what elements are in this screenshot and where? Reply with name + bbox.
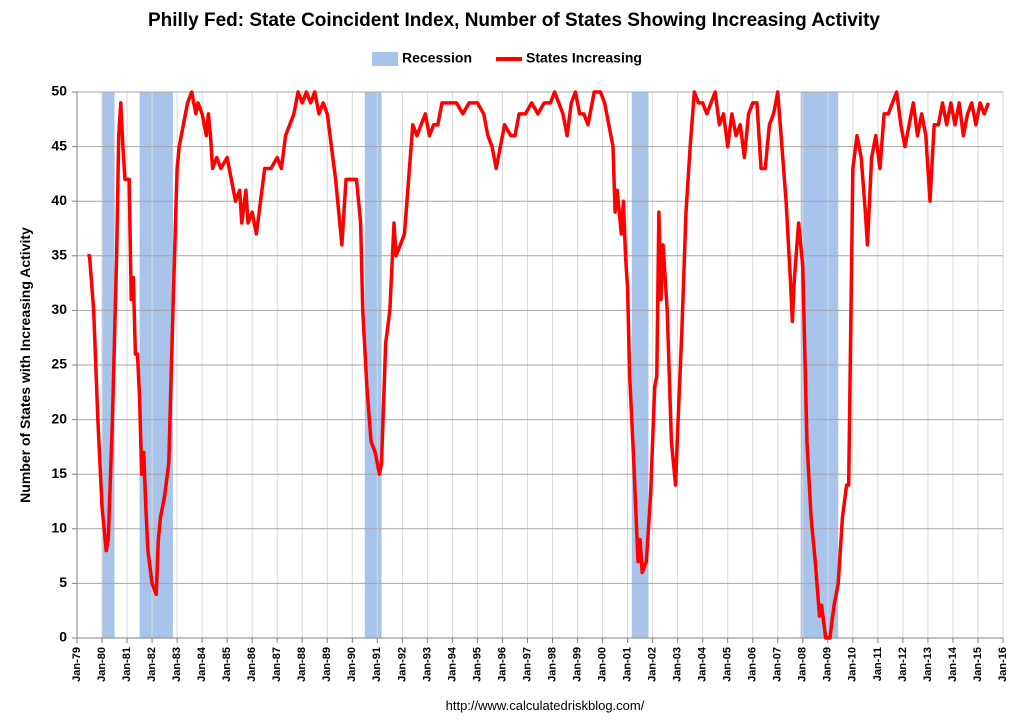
x-tick-label: Jan-99 bbox=[571, 647, 583, 682]
y-tick-label: 45 bbox=[51, 137, 67, 153]
x-tick-label: Jan-92 bbox=[396, 647, 408, 682]
x-tick-label: Jan-82 bbox=[146, 647, 158, 682]
x-tick-label: Jan-93 bbox=[421, 647, 433, 682]
x-tick-label: Jan-83 bbox=[171, 647, 183, 682]
x-tick-label: Jan-85 bbox=[221, 647, 233, 682]
y-tick-label: 40 bbox=[51, 192, 67, 208]
legend-swatch bbox=[372, 52, 398, 66]
y-tick-label: 30 bbox=[51, 301, 67, 317]
x-tick-label: Jan-12 bbox=[897, 647, 909, 682]
y-tick-label: 25 bbox=[51, 356, 67, 372]
y-tick-label: 5 bbox=[59, 574, 67, 590]
x-tick-label: Jan-88 bbox=[296, 647, 308, 682]
x-tick-label: Jan-01 bbox=[622, 647, 634, 682]
x-tick-label: Jan-87 bbox=[271, 647, 283, 682]
line-series bbox=[87, 90, 991, 640]
x-tick-label: Jan-11 bbox=[872, 647, 884, 681]
y-axis-label: Number of States with Increasing Activit… bbox=[17, 227, 33, 503]
x-tick-label: Jan-79 bbox=[71, 647, 83, 682]
y-tick-label: 50 bbox=[51, 83, 67, 99]
y-tick-label: 20 bbox=[51, 410, 67, 426]
x-tick-label: Jan-98 bbox=[546, 647, 558, 682]
x-tick-label: Jan-16 bbox=[997, 647, 1009, 682]
x-tick-label: Jan-89 bbox=[321, 647, 333, 682]
x-tick-label: Jan-84 bbox=[196, 646, 208, 682]
legend-label: States Increasing bbox=[526, 50, 642, 66]
source: http://www.calculatedriskblog.com/ bbox=[446, 698, 645, 713]
x-tick-label: Jan-13 bbox=[922, 647, 934, 682]
x-tick-label: Jan-05 bbox=[722, 647, 734, 682]
y-tick-label: 10 bbox=[51, 520, 67, 536]
legend-label: Recession bbox=[402, 50, 472, 66]
x-tick-label: Jan-97 bbox=[521, 647, 533, 682]
x-tick-label: Jan-06 bbox=[747, 647, 759, 682]
x-tick-label: Jan-96 bbox=[496, 647, 508, 682]
x-tick-label: Jan-86 bbox=[246, 647, 258, 682]
x-tick-label: Jan-80 bbox=[96, 647, 108, 682]
x-tick-label: Jan-09 bbox=[822, 647, 834, 682]
y-tick-label: 15 bbox=[51, 465, 67, 481]
x-tick-label: Jan-07 bbox=[772, 647, 784, 682]
y-tick-label: 0 bbox=[59, 629, 67, 645]
x-tick-label: Jan-95 bbox=[471, 647, 483, 682]
x-tick-label: Jan-91 bbox=[371, 647, 383, 682]
x-tick-label: Jan-94 bbox=[446, 646, 458, 682]
x-tick-label: Jan-15 bbox=[972, 647, 984, 682]
x-tick-label: Jan-00 bbox=[596, 647, 608, 682]
x-tick-label: Jan-14 bbox=[947, 646, 959, 682]
x-tick-label: Jan-02 bbox=[647, 647, 659, 682]
x-tick-label: Jan-81 bbox=[121, 647, 133, 682]
x-tick-label: Jan-03 bbox=[672, 647, 684, 682]
x-tick-label: Jan-10 bbox=[847, 647, 859, 682]
x-tick-label: Jan-08 bbox=[797, 647, 809, 682]
chart-title: Philly Fed: State Coincident Index, Numb… bbox=[148, 10, 880, 31]
x-tick-label: Jan-04 bbox=[697, 646, 709, 682]
x-tick-label: Jan-90 bbox=[346, 647, 358, 682]
y-tick-label: 35 bbox=[51, 247, 67, 263]
